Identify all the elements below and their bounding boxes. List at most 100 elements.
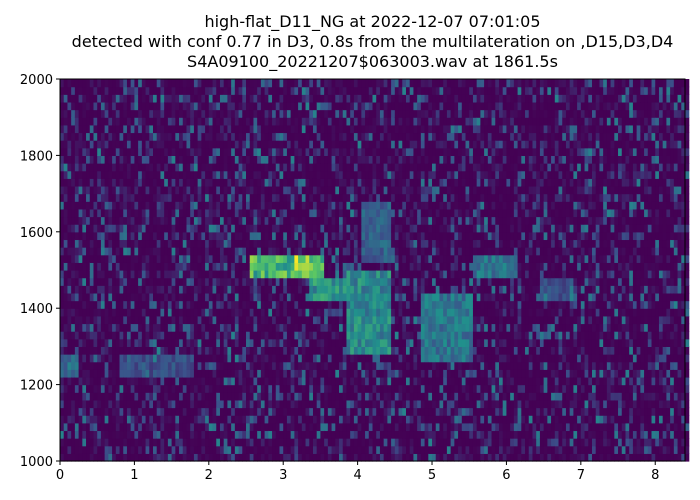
spectrogram-cell: [216, 155, 221, 164]
spectrogram-cell: [335, 369, 340, 378]
spectrogram-cell: [167, 361, 173, 370]
spectrogram-cell: [201, 155, 206, 164]
spectrogram-cell: [193, 292, 199, 302]
spectrogram-cell: [391, 201, 396, 210]
spectrogram-cell: [205, 224, 210, 233]
spectrogram-cell: [379, 185, 385, 195]
spectrogram-cell: [253, 354, 258, 363]
spectrogram-cell: [309, 453, 314, 462]
spectrogram-cell: [141, 101, 147, 111]
spectrogram-cell: [231, 445, 236, 454]
spectrogram-cell: [272, 147, 277, 156]
spectrogram-cell: [123, 361, 128, 370]
spectrogram-cell: [112, 376, 117, 386]
spectrogram-cell: [353, 170, 359, 179]
spectrogram-cell: [294, 201, 299, 210]
spectrogram-cell: [383, 384, 388, 393]
spectrogram-cell: [398, 185, 403, 195]
spectrogram-cell: [234, 86, 240, 95]
spectrogram-cell: [67, 117, 72, 126]
spectrogram-cell: [339, 262, 344, 271]
spectrogram-cell: [387, 193, 392, 202]
spectrogram-cell: [272, 300, 277, 309]
spectrogram-cell: [93, 270, 98, 279]
spectrogram-cell: [327, 438, 333, 447]
spectrogram-cell: [342, 354, 348, 363]
spectrogram-cell: [138, 445, 143, 454]
spectrogram-cell: [365, 422, 370, 432]
spectrogram-cell: [171, 354, 176, 363]
spectrogram-cell: [342, 399, 348, 409]
spectrogram-cell: [156, 170, 162, 179]
spectrogram-cell: [153, 117, 158, 126]
spectrogram-cell: [357, 155, 362, 164]
spectrogram-cell: [249, 308, 255, 317]
spectrogram-cell: [361, 79, 366, 88]
spectrogram-cell: [149, 140, 154, 149]
spectrogram-cell: [320, 438, 325, 447]
spectrogram-cell: [190, 354, 195, 363]
spectrogram-cell: [342, 94, 348, 103]
spectrogram-cell: [193, 101, 199, 111]
spectrogram-cell: [115, 94, 121, 103]
spectrogram-cell: [242, 338, 247, 347]
spectrogram-cell: [420, 79, 426, 88]
spectrogram-cell: [164, 407, 169, 416]
spectrogram-cell: [365, 430, 370, 439]
spectrogram-cell: [175, 445, 180, 454]
spectrogram-cell: [413, 323, 418, 332]
spectrogram-cell: [234, 300, 240, 309]
spectrogram-cell: [208, 445, 214, 454]
spectrogram-cell: [398, 94, 403, 103]
spectrogram-cell: [376, 338, 381, 347]
spectrogram-cell: [104, 438, 109, 447]
spectrogram-cell: [86, 292, 91, 302]
spectrogram-cell: [86, 193, 91, 202]
spectrogram-cell: [175, 101, 180, 111]
spectrogram-cell: [208, 308, 214, 317]
spectrogram-cell: [108, 109, 113, 118]
spectrogram-cell: [227, 270, 232, 279]
spectrogram-cell: [156, 354, 162, 363]
spectrogram-cell: [327, 247, 333, 256]
spectrogram-cell: [301, 170, 307, 179]
spectrogram-cell: [379, 270, 385, 279]
spectrogram-cell: [145, 292, 150, 302]
spectrogram-cell: [205, 216, 210, 225]
spectrogram-cell: [242, 262, 247, 271]
spectrogram-cell: [331, 193, 336, 202]
spectrogram-cell: [149, 201, 154, 210]
spectrogram-cell: [171, 208, 176, 218]
spectrogram-cell: [208, 79, 214, 88]
spectrogram-cell: [153, 422, 158, 432]
spectrogram-cell: [253, 270, 258, 279]
spectrogram-cell: [268, 147, 273, 156]
spectrogram-cell: [286, 392, 292, 401]
spectrogram-cell: [100, 361, 106, 370]
spectrogram-cell: [365, 453, 370, 462]
spectrogram-cell: [231, 109, 236, 118]
spectrogram-cell: [361, 247, 366, 256]
spectrogram-cell: [428, 346, 433, 355]
spectrogram-cell: [357, 109, 362, 118]
spectrogram-cell: [275, 239, 281, 248]
spectrogram-cell: [175, 117, 180, 126]
spectrogram-cell: [316, 86, 322, 95]
spectrogram-cell: [78, 178, 83, 187]
spectrogram-cell: [182, 140, 188, 149]
spectrogram-cell: [331, 201, 336, 210]
spectrogram-cell: [82, 308, 87, 317]
spectrogram-cell: [126, 376, 132, 386]
spectrogram-cell: [141, 117, 147, 126]
spectrogram-cell: [108, 239, 113, 248]
spectrogram-cell: [119, 430, 124, 439]
spectrogram-cell: [331, 147, 336, 156]
spectrogram-cell: [112, 300, 117, 309]
spectrogram-cell: [138, 224, 143, 233]
spectrogram-cell: [60, 140, 65, 149]
spectrogram-cell: [342, 86, 348, 95]
spectrogram-cell: [253, 292, 258, 302]
spectrogram-cell: [238, 384, 243, 393]
spectrogram-cell: [231, 323, 236, 332]
spectrogram-cell: [268, 453, 273, 462]
